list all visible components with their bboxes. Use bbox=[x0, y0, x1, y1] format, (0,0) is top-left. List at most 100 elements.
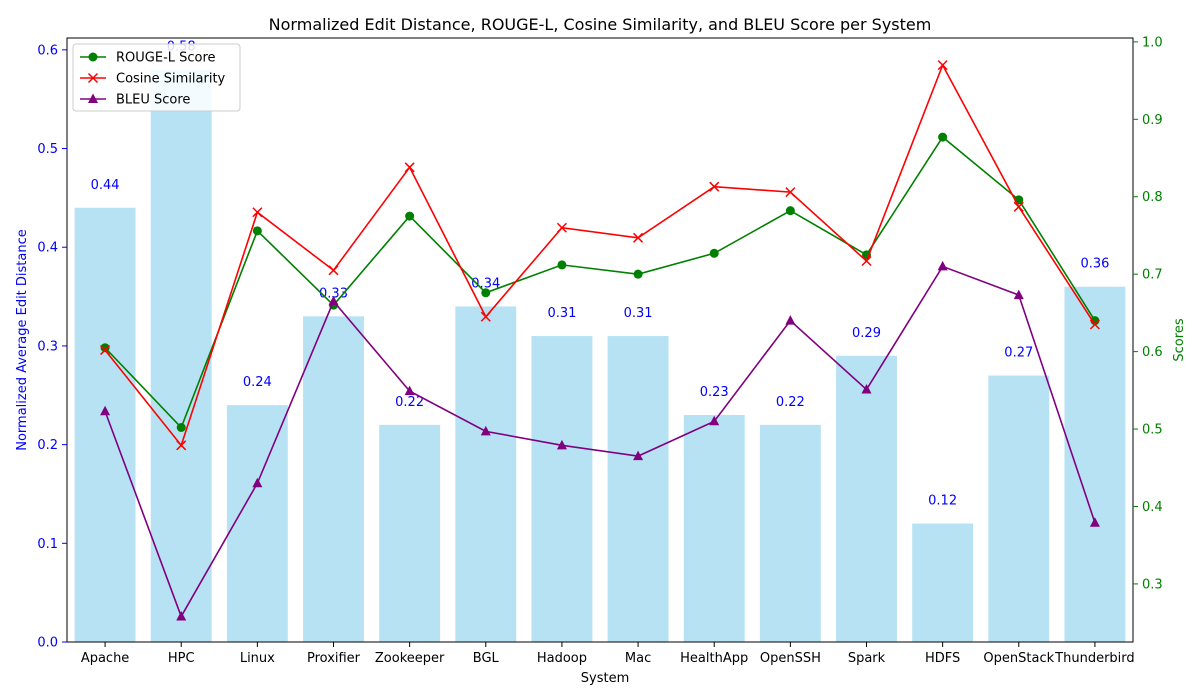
x-tick-label: Spark bbox=[848, 651, 886, 666]
bleu-score-point bbox=[328, 295, 339, 306]
left-y-tick-label: 0.4 bbox=[37, 241, 58, 256]
bleu-score-point bbox=[480, 425, 491, 436]
legend-box bbox=[72, 43, 241, 112]
bar-bgl bbox=[455, 306, 517, 642]
cosine-similarity-point bbox=[252, 207, 263, 218]
rouge-l-score-point bbox=[785, 206, 795, 216]
bleu-score-point bbox=[252, 477, 263, 488]
right-axis-title: Scores bbox=[1172, 318, 1187, 361]
x-tick-label: Linux bbox=[240, 651, 275, 666]
bar-thunderbird bbox=[1064, 286, 1126, 642]
x-tick-label: Hadoop bbox=[537, 651, 587, 666]
rouge-l-score-point bbox=[405, 211, 415, 221]
rouge-l-score-line bbox=[104, 135, 1096, 429]
bleu-score-point bbox=[1089, 517, 1100, 527]
chart-title: Normalized Edit Distance, ROUGE-L, Cosin… bbox=[269, 15, 932, 34]
cosine-similarity-point bbox=[556, 222, 567, 233]
bar-apache bbox=[74, 207, 136, 642]
rouge-l-score-point bbox=[709, 248, 719, 258]
bar-hpc bbox=[150, 69, 212, 643]
x-tick-label: Mac bbox=[625, 651, 651, 666]
bar-linux bbox=[226, 405, 288, 642]
bar-openstack bbox=[988, 375, 1050, 642]
bleu-score-point bbox=[1013, 289, 1024, 300]
left-y-tick-label: 0.1 bbox=[37, 537, 58, 552]
left-y-tick-label: 0.6 bbox=[37, 43, 58, 58]
right-y-tick-label: 0.7 bbox=[1142, 268, 1163, 283]
cosine-similarity-point bbox=[937, 60, 948, 71]
axes: Apache HPC Linux Proxifier Zookeeper BGL Hadoo… bbox=[37, 35, 1162, 666]
bleu-score-point bbox=[176, 610, 187, 621]
bar-value-label: 0.31 bbox=[624, 306, 653, 321]
bar-value-label: 0.23 bbox=[700, 385, 729, 400]
bleu-score-point bbox=[709, 415, 720, 426]
x-tick-label: HPC bbox=[168, 651, 195, 666]
bar-spark bbox=[836, 355, 897, 642]
bleu-score-point bbox=[633, 450, 644, 461]
x-tick-label: OpenStack bbox=[983, 651, 1054, 666]
right-y-tick-label: 1.0 bbox=[1142, 35, 1163, 50]
bar-value-label: 0.31 bbox=[547, 306, 576, 321]
x-tick-label: OpenSSH bbox=[760, 651, 821, 666]
bleu-score-line bbox=[104, 265, 1096, 619]
legend: ROUGE-L Score Cosine Similarity BLEU Score bbox=[72, 43, 241, 112]
legend-label-rouge-l-score: ROUGE-L Score bbox=[116, 51, 216, 66]
left-y-tick-label: 0.0 bbox=[37, 636, 58, 651]
x-tick-label: BGL bbox=[473, 651, 500, 666]
bleu-score-point bbox=[100, 405, 111, 416]
cosine-similarity-point bbox=[480, 311, 491, 322]
bleu-score-point bbox=[404, 385, 415, 396]
rouge-l-score-point bbox=[633, 269, 643, 279]
bar-value-label: 0.44 bbox=[91, 178, 120, 193]
legend-marker-rouge-l-score bbox=[88, 52, 98, 62]
bleu-score-point bbox=[785, 315, 796, 325]
left-y-tick-label: 0.3 bbox=[37, 339, 58, 354]
bar-mac bbox=[607, 336, 669, 642]
bar-group bbox=[74, 69, 1126, 643]
x-tick-label: Proxifier bbox=[307, 651, 361, 666]
bar-value-label: 0.29 bbox=[852, 326, 881, 341]
legend-marker-cosine-similarity bbox=[87, 72, 99, 84]
cosine-similarity-point bbox=[709, 181, 720, 192]
rouge-l-score-point bbox=[252, 226, 262, 236]
bar-value-label: 0.22 bbox=[776, 395, 805, 410]
right-y-tick-label: 0.9 bbox=[1142, 113, 1163, 128]
line-series-group bbox=[100, 60, 1100, 621]
rouge-l-score-point bbox=[938, 132, 948, 142]
bar-value-label: 0.24 bbox=[243, 375, 272, 390]
left-axis-title: Normalized Average Edit Distance bbox=[15, 229, 30, 451]
bleu-score-point bbox=[556, 439, 567, 450]
x-tick-label: HealthApp bbox=[680, 651, 748, 666]
cosine-similarity-point bbox=[100, 345, 111, 356]
x-axis-title: System bbox=[581, 671, 629, 686]
cosine-similarity-point bbox=[633, 232, 644, 243]
right-y-tick-label: 0.5 bbox=[1142, 423, 1163, 438]
bar-proxifier bbox=[303, 316, 364, 642]
x-tick-label: Zookeeper bbox=[375, 651, 445, 666]
cosine-similarity-point bbox=[328, 265, 339, 276]
bar-zookeeper bbox=[379, 424, 441, 642]
bar-value-label: 0.12 bbox=[928, 494, 957, 509]
bar-healthapp bbox=[683, 415, 745, 642]
plot-frame bbox=[66, 37, 1134, 643]
left-y-tick-label: 0.5 bbox=[37, 142, 58, 157]
bar-hadoop bbox=[531, 336, 593, 642]
bleu-score-point bbox=[937, 260, 948, 271]
cosine-similarity-point bbox=[785, 187, 796, 198]
bar-value-label: 0.34 bbox=[471, 276, 500, 291]
rouge-l-score-point bbox=[176, 423, 186, 433]
right-y-tick-label: 0.6 bbox=[1142, 345, 1163, 360]
right-y-tick-label: 0.8 bbox=[1142, 190, 1163, 205]
legend-label-bleu-score: BLEU Score bbox=[116, 93, 190, 108]
legend-label-cosine-similarity: Cosine Similarity bbox=[116, 72, 226, 87]
bleu-score-point bbox=[861, 384, 872, 394]
right-y-tick-label: 0.3 bbox=[1142, 577, 1163, 592]
left-y-tick-label: 0.2 bbox=[37, 438, 58, 453]
cosine-similarity-point bbox=[1089, 319, 1100, 330]
cosine-similarity-point bbox=[404, 162, 415, 173]
legend-marker-bleu-score bbox=[88, 93, 98, 103]
bar-value-label: 0.22 bbox=[395, 395, 424, 410]
bar-value-label: 0.27 bbox=[1004, 346, 1033, 361]
cosine-similarity-point bbox=[176, 440, 187, 451]
